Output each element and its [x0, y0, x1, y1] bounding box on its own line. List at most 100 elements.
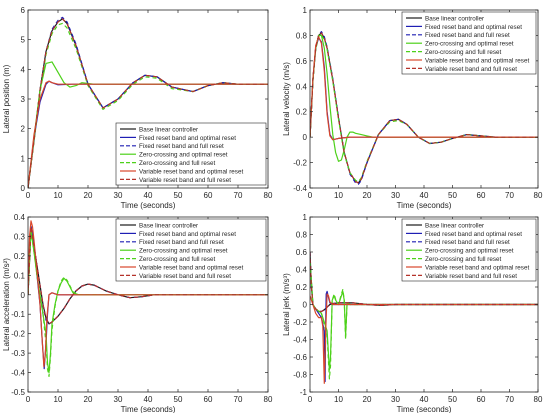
- y-tick-label: 0.2: [14, 252, 26, 261]
- x-tick-label: 80: [264, 395, 273, 404]
- y-tick-label: 1: [303, 213, 308, 222]
- y-tick-label: 0: [303, 133, 308, 142]
- x-tick-label: 30: [114, 395, 123, 404]
- y-tick-label: 0.6: [296, 248, 308, 257]
- legend-entry: Base linear controller: [425, 15, 484, 22]
- series-line-5: [310, 34, 538, 183]
- y-tick-label: 0.8: [296, 231, 308, 240]
- x-tick-label: 70: [505, 191, 514, 200]
- legend-entry: Fixed reset band and full reset: [425, 239, 510, 246]
- legend-entry: Zero-crossing and optimal reset: [139, 152, 228, 159]
- x-tick-label: 10: [334, 395, 343, 404]
- y-tick-label: -0.4: [11, 369, 25, 378]
- legend: Base linear controller Fixed reset band a…: [401, 11, 537, 75]
- x-tick-label: 20: [84, 191, 93, 200]
- series-group: [28, 16, 268, 188]
- legend: Base linear controller Fixed reset band a…: [115, 122, 267, 186]
- legend-box: [115, 218, 267, 282]
- series-group: [310, 251, 538, 384]
- y-tick-label: 3: [21, 95, 26, 104]
- y-tick-label: 4: [21, 65, 26, 74]
- legend-box: [115, 122, 267, 186]
- y-tick-label: 0.3: [14, 232, 26, 241]
- series-line-3: [28, 16, 268, 188]
- y-tick-label: -0.4: [293, 336, 307, 345]
- legend-entry: Fixed reset band and optimal reset: [425, 24, 522, 31]
- y-tick-label: -0.1: [11, 310, 25, 319]
- y-tick-label: -0.4: [293, 184, 307, 193]
- x-tick-label: 60: [204, 395, 213, 404]
- y-tick-label: 0: [303, 301, 308, 310]
- y-tick-label: -0.2: [293, 159, 307, 168]
- legend-entry: Variable reset band and full reset: [425, 273, 517, 280]
- series-line-7: [310, 251, 538, 313]
- y-tick-label: -0.8: [293, 371, 307, 380]
- y-tick-label: -1: [300, 388, 308, 397]
- y-tick-label: 0.8: [296, 31, 308, 40]
- x-tick-label: 20: [363, 191, 372, 200]
- x-tick-label: 50: [174, 395, 183, 404]
- x-tick-label: 70: [505, 395, 514, 404]
- x-axis-label: Time (seconds): [121, 405, 176, 413]
- x-tick-label: 20: [363, 395, 372, 404]
- x-tick-label: 50: [448, 191, 457, 200]
- x-tick-label: 50: [448, 395, 457, 404]
- legend-entry: Variable reset band and optimal reset: [139, 264, 243, 271]
- series-group: [310, 31, 538, 185]
- y-tick-label: -0.5: [11, 388, 25, 397]
- panel-1: 0 10 20 30 40 50 60 70 80 0 1 2 3 4 5 6 Time (seconds) La…: [2, 6, 273, 210]
- series-line-6: [28, 220, 268, 368]
- y-axis-label: Lateral acceleration (m/s²): [2, 258, 11, 351]
- y-tick-label: 0: [21, 184, 26, 193]
- x-axis-label: Time (seconds): [121, 201, 176, 210]
- y-axis-label: Lateral jerk (m/s³): [282, 273, 291, 336]
- x-tick-label: 20: [84, 395, 93, 404]
- x-tick-label: 40: [144, 191, 153, 200]
- x-tick-label: 30: [114, 191, 123, 200]
- series-line-5: [28, 22, 268, 188]
- legend-entry: Zero-crossing and full reset: [139, 256, 216, 263]
- y-tick-label: 0.4: [296, 266, 308, 275]
- x-axis-label: Time (seconds): [397, 405, 452, 413]
- legend-entry: Fixed reset band and full reset: [425, 32, 510, 39]
- panel-4: 0 10 20 30 40 50 60 70 80 -1 -0.8 -0.6 -0.4 -0.2 0 0.2 0…: [282, 213, 543, 413]
- legend-entry: Zero-crossing and optimal reset: [425, 41, 514, 48]
- legend-entry: Fixed reset band and optimal reset: [139, 135, 236, 142]
- legend-entry: Fixed reset band and full reset: [139, 239, 224, 246]
- x-tick-label: 40: [144, 395, 153, 404]
- y-tick-label: 0: [21, 291, 26, 300]
- y-tick-label: -0.6: [293, 353, 307, 362]
- x-tick-label: 60: [204, 191, 213, 200]
- y-tick-label: -0.2: [293, 318, 307, 327]
- x-tick-label: 80: [264, 191, 273, 200]
- legend: Base linear controller Fixed reset band a…: [115, 218, 267, 282]
- y-tick-label: 1: [303, 6, 308, 15]
- y-tick-label: 2: [21, 125, 26, 134]
- series-line-4: [310, 34, 538, 162]
- y-tick-label: 0.2: [296, 283, 308, 292]
- panel-2: 0 10 20 30 40 50 60 70 80 -0.4 -0.2 0 0.2 0.4 0.6 0.8 1 T…: [282, 6, 543, 210]
- x-tick-label: 70: [234, 191, 243, 200]
- x-tick-label: 0: [308, 395, 313, 404]
- legend-entry: Variable reset band and full reset: [425, 66, 517, 73]
- y-tick-label: 5: [21, 36, 26, 45]
- series-line-7: [28, 18, 268, 188]
- x-tick-label: 80: [534, 395, 543, 404]
- legend-entry: Variable reset band and optimal reset: [425, 57, 529, 64]
- legend-entry: Fixed reset band and optimal reset: [139, 231, 236, 238]
- y-tick-label: 6: [21, 6, 26, 15]
- legend-entry: Variable reset band and optimal reset: [425, 264, 529, 271]
- x-tick-label: 70: [234, 395, 243, 404]
- y-tick-label: 0.6: [296, 57, 308, 66]
- x-tick-label: 50: [174, 191, 183, 200]
- x-tick-label: 0: [26, 395, 31, 404]
- panel-3: 0 10 20 30 40 50 60 70 80 -0.5 -0.4 -0.3 -0.2 -0.1 0 0.…: [2, 213, 273, 413]
- y-tick-label: 1: [21, 154, 26, 163]
- y-axis-label: Lateral position (m): [2, 64, 11, 133]
- legend-entry: Variable reset band and full reset: [139, 273, 231, 280]
- legend-box: [401, 218, 537, 282]
- legend-entry: Zero-crossing and full reset: [139, 160, 216, 167]
- legend-entry: Variable reset band and optimal reset: [139, 168, 243, 175]
- x-axis-label: Time (seconds): [397, 201, 452, 210]
- series-line-7: [310, 32, 538, 184]
